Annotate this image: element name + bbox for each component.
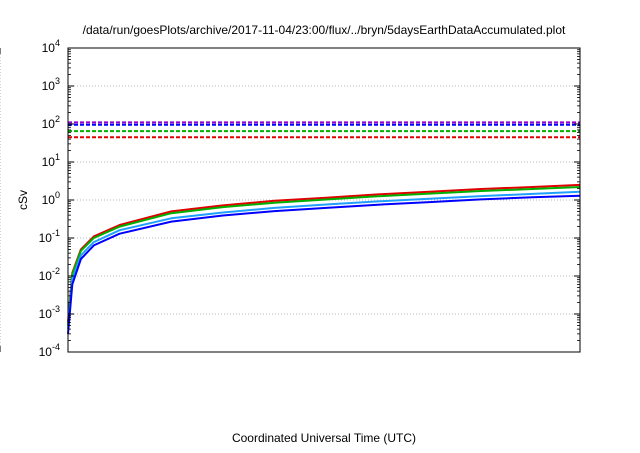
chart-title: /data/run/goesPlots/archive/2017-11-04/2… bbox=[83, 23, 566, 37]
y-axis-label: cSv bbox=[16, 190, 30, 210]
y-tick-label: 10-4 bbox=[39, 342, 60, 359]
y-tick-label: 104 bbox=[42, 38, 60, 55]
y-tick-label: 10-1 bbox=[39, 228, 60, 245]
y-tick-label: 101 bbox=[42, 152, 60, 169]
y-tick-label: 100 bbox=[42, 190, 60, 207]
y-tick-label: 10-3 bbox=[39, 304, 60, 321]
series-line bbox=[68, 196, 580, 334]
x-axis-label: Coordinated Universal Time (UTC) bbox=[232, 431, 416, 445]
y-tick-label: 103 bbox=[42, 76, 60, 93]
series-line bbox=[68, 192, 580, 329]
series-group bbox=[68, 122, 580, 334]
y-tick-label: 102 bbox=[42, 114, 60, 131]
y-tick-label: 10-2 bbox=[39, 266, 60, 283]
axes: 10-410-310-210-11001011021031042017-11-1… bbox=[0, 0, 580, 359]
